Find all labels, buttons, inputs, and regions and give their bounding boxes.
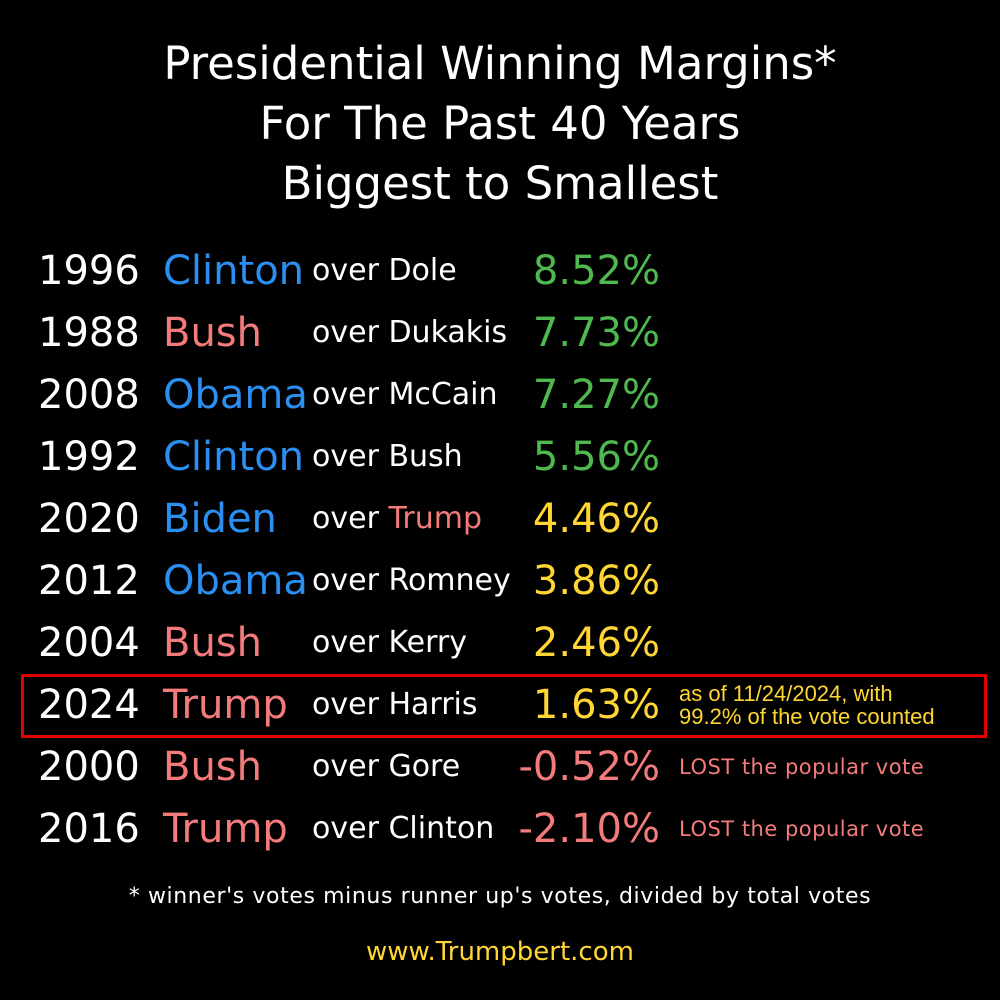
- year-label: 2020: [38, 496, 140, 542]
- over-word: over: [312, 749, 379, 784]
- opponent-cell: over Dukakis: [312, 302, 507, 364]
- opponent-cell: over Gore: [312, 736, 460, 798]
- winner-name: Trump: [163, 806, 288, 852]
- lost-popular-vote-note: LOST the popular vote: [679, 755, 925, 779]
- winner-name: Biden: [163, 496, 277, 542]
- winner-name: Trump: [163, 682, 288, 728]
- table-row: 2004 Bush over Kerry 2.46%: [0, 612, 1000, 674]
- winner-name: Bush: [163, 620, 262, 666]
- table-row: 1996 Clinton over Dole 8.52%: [0, 240, 1000, 302]
- table-row: 2000 Bush over Gore -0.52% LOST the popular …: [0, 736, 1000, 798]
- table-row: 2012 Obama over Romney 3.86%: [0, 550, 1000, 612]
- over-word: over: [312, 625, 379, 660]
- winner-name: Bush: [163, 310, 262, 356]
- count-note-line-1: as of 11/24/2024, with: [679, 681, 893, 706]
- footnote: * winner's votes minus runner up's votes…: [128, 884, 872, 909]
- opponent-name: Gore: [388, 749, 461, 784]
- year-label: 2008: [38, 372, 140, 418]
- year-label: 2004: [38, 620, 140, 666]
- opponent-cell: over Romney: [312, 550, 511, 612]
- opponent-name: Clinton: [388, 811, 495, 846]
- opponent-name: Bush: [388, 439, 463, 474]
- opponent-cell: over Bush: [312, 426, 463, 488]
- over-word: over: [312, 501, 379, 536]
- opponent-cell: over Dole: [312, 240, 457, 302]
- opponent-name: Dukakis: [388, 315, 508, 350]
- opponent-name: Dole: [388, 253, 457, 288]
- table-row: 2016 Trump over Clinton -2.10% LOST the popu…: [0, 798, 1000, 860]
- over-word: over: [312, 563, 379, 598]
- margin-value: 4.46%: [532, 496, 660, 542]
- opponent-name: Romney: [388, 563, 511, 598]
- margin-value: -0.52%: [518, 744, 660, 790]
- margin-value: 3.86%: [532, 558, 660, 604]
- over-word: over: [312, 811, 379, 846]
- opponent-name: Trump: [388, 501, 482, 536]
- year-label: 2016: [38, 806, 140, 852]
- margin-value: 2.46%: [532, 620, 660, 666]
- chart-title-line-2: For The Past 40 Years: [259, 97, 741, 150]
- year-label: 1996: [38, 248, 140, 294]
- year-label: 2024: [38, 682, 140, 728]
- winner-name: Obama: [163, 372, 308, 418]
- table-row: 1988 Bush over Dukakis 7.73%: [0, 302, 1000, 364]
- chart-title-line-3: Biggest to Smallest: [281, 157, 719, 210]
- opponent-name: Harris: [388, 687, 478, 722]
- over-word: over: [312, 315, 379, 350]
- over-word: over: [312, 687, 379, 722]
- opponent-cell: over Harris: [312, 674, 478, 736]
- count-note-line-2: 99.2% of the vote counted: [679, 704, 935, 729]
- over-word: over: [312, 377, 379, 412]
- table-row: 1992 Clinton over Bush 5.56%: [0, 426, 1000, 488]
- winner-name: Obama: [163, 558, 308, 604]
- opponent-cell: over McCain: [312, 364, 498, 426]
- winner-name: Bush: [163, 744, 262, 790]
- opponent-name: McCain: [388, 377, 498, 412]
- opponent-cell: over Clinton: [312, 798, 494, 860]
- over-word: over: [312, 439, 379, 474]
- opponent-cell: over Kerry: [312, 612, 467, 674]
- winner-name: Clinton: [163, 248, 305, 294]
- count-note: as of 11/24/2024, with 99.2% of the vote …: [679, 682, 935, 728]
- margin-value: 8.52%: [532, 248, 660, 294]
- opponent-name: Kerry: [388, 625, 467, 660]
- margin-value: -2.10%: [518, 806, 660, 852]
- table-row: 2020 Biden over Trump 4.46%: [0, 488, 1000, 550]
- table-row: 2024 Trump over Harris 1.63% as of 11/24/202…: [0, 674, 1000, 736]
- year-label: 2000: [38, 744, 140, 790]
- year-label: 1988: [38, 310, 140, 356]
- chart-title-line-1: Presidential Winning Margins*: [163, 37, 837, 90]
- margin-value: 1.63%: [532, 682, 660, 728]
- opponent-cell: over Trump: [312, 488, 482, 550]
- margin-value: 7.73%: [532, 310, 660, 356]
- lost-popular-vote-note: LOST the popular vote: [679, 817, 925, 841]
- website-link[interactable]: www.Trumpbert.com: [366, 937, 634, 967]
- year-label: 2012: [38, 558, 140, 604]
- table-row: 2008 Obama over McCain 7.27%: [0, 364, 1000, 426]
- highlight-box-2024: [21, 674, 987, 738]
- year-label: 1992: [38, 434, 140, 480]
- margin-value: 5.56%: [532, 434, 660, 480]
- winner-name: Clinton: [163, 434, 305, 480]
- over-word: over: [312, 253, 379, 288]
- margin-value: 7.27%: [532, 372, 660, 418]
